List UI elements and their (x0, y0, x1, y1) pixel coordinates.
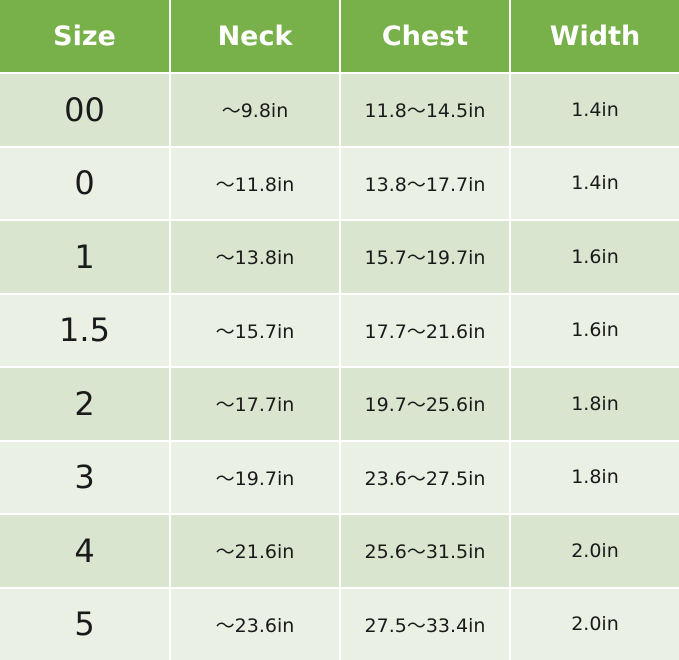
header-cell: Neck (171, 0, 339, 72)
header-cell: Width (511, 0, 679, 72)
size-cell: 4 (0, 515, 169, 587)
table-cell: 15.7～19.7in (341, 221, 509, 293)
table-cell: ～9.8in (171, 74, 339, 146)
table-cell: 2.0in (511, 588, 679, 660)
size-cell: 0 (0, 147, 169, 219)
table-cell: 1.6in (511, 294, 679, 366)
size-cell: 2 (0, 368, 169, 440)
table-cell: 1.6in (511, 221, 679, 293)
table-cell: 11.8～14.5in (341, 74, 509, 146)
table-cell: ～11.8in (171, 147, 339, 219)
table-cell: 19.7～25.6in (341, 368, 509, 440)
size-cell: 5 (0, 588, 169, 660)
table-cell: 1.4in (511, 74, 679, 146)
size-cell: 3 (0, 441, 169, 513)
size-cell: 1.5 (0, 294, 169, 366)
header-cell: Size (0, 0, 169, 72)
table-cell: ～21.6in (171, 515, 339, 587)
table-cell: 2.0in (511, 515, 679, 587)
table-cell: ～19.7in (171, 441, 339, 513)
table-cell: 17.7～21.6in (341, 294, 509, 366)
table-cell: 25.6～31.5in (341, 515, 509, 587)
table-cell: 1.8in (511, 441, 679, 513)
header-cell: Chest (341, 0, 509, 72)
table-cell: 27.5～33.4in (341, 588, 509, 660)
size-cell: 1 (0, 221, 169, 293)
table-cell: 23.6～27.5in (341, 441, 509, 513)
table-cell: ～17.7in (171, 368, 339, 440)
table-cell: ～13.8in (171, 221, 339, 293)
table-cell: 13.8～17.7in (341, 147, 509, 219)
size-cell: 00 (0, 74, 169, 146)
table-cell: ～23.6in (171, 588, 339, 660)
table-cell: ～15.7in (171, 294, 339, 366)
table-cell: 1.8in (511, 368, 679, 440)
table-cell: 1.4in (511, 147, 679, 219)
